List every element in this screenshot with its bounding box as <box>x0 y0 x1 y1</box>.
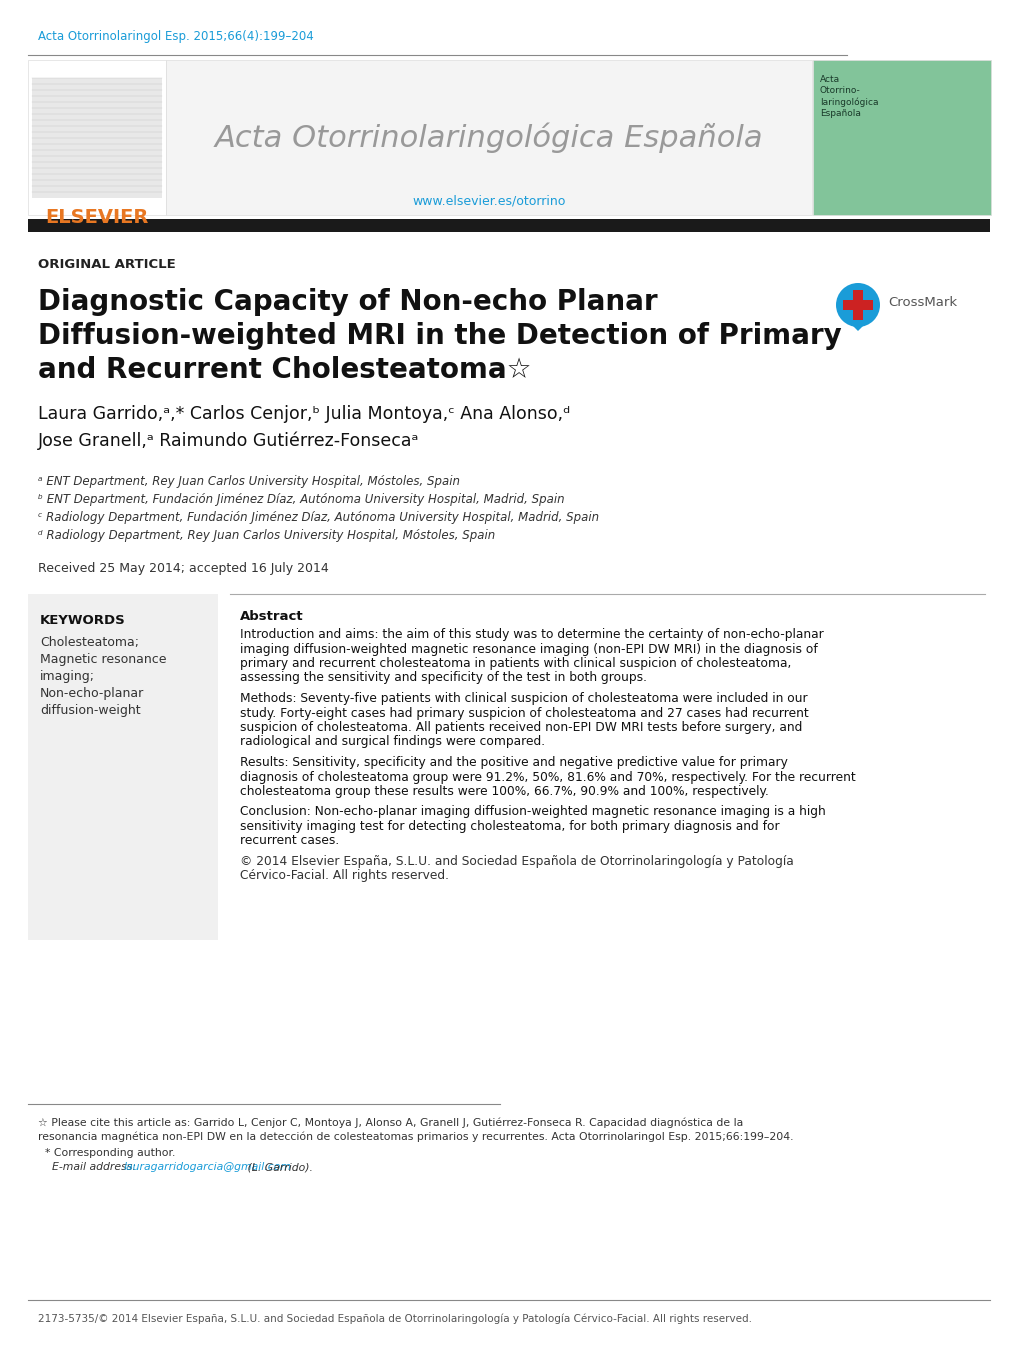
Text: Acta Otorrinolaringológica Española: Acta Otorrinolaringológica Española <box>214 123 762 153</box>
Text: 2173-5735/© 2014 Elsevier España, S.L.U. and Sociedad Española de Otorrinolaring: 2173-5735/© 2014 Elsevier España, S.L.U.… <box>38 1315 751 1324</box>
Text: study. Forty-eight cases had primary suspicion of cholesteatoma and 27 cases had: study. Forty-eight cases had primary sus… <box>239 707 808 720</box>
Text: lauragarridogarcia@gmail.com: lauragarridogarcia@gmail.com <box>124 1162 291 1173</box>
Text: Acta Otorrinolaringol Esp. 2015;66(4):199–204: Acta Otorrinolaringol Esp. 2015;66(4):19… <box>38 30 314 43</box>
Text: suspicion of cholesteatoma. All patients received non-EPI DW MRI tests before su: suspicion of cholesteatoma. All patients… <box>239 721 802 734</box>
Text: imaging diffusion-weighted magnetic resonance imaging (non-EPI DW MRI) in the di: imaging diffusion-weighted magnetic reso… <box>239 643 817 655</box>
Text: imaging;: imaging; <box>40 670 95 684</box>
Text: Jose Granell,ᵃ Raimundo Gutiérrez-Fonsecaᵃ: Jose Granell,ᵃ Raimundo Gutiérrez-Fonsec… <box>38 432 419 450</box>
Text: resonancia magnética non-EPI DW en la detección de colesteatomas primarios y rec: resonancia magnética non-EPI DW en la de… <box>38 1132 793 1143</box>
Text: Cérvico-Facial. All rights reserved.: Cérvico-Facial. All rights reserved. <box>239 870 448 882</box>
Text: Cholesteatoma;: Cholesteatoma; <box>40 636 139 648</box>
Text: ᵇ ENT Department, Fundación Jiménez Díaz, Autónoma University Hospital, Madrid, : ᵇ ENT Department, Fundación Jiménez Díaz… <box>38 493 565 507</box>
Text: Diffusion-weighted MRI in the Detection of Primary: Diffusion-weighted MRI in the Detection … <box>38 322 841 350</box>
Text: (L. Garrido).: (L. Garrido). <box>245 1162 313 1173</box>
Text: KEYWORDS: KEYWORDS <box>40 613 125 627</box>
Text: primary and recurrent cholesteatoma in patients with clinical suspicion of chole: primary and recurrent cholesteatoma in p… <box>239 657 791 670</box>
Bar <box>28 59 166 215</box>
Bar <box>842 300 872 309</box>
Text: © 2014 Elsevier España, S.L.U. and Sociedad Española de Otorrinolaringología y P: © 2014 Elsevier España, S.L.U. and Socie… <box>239 855 793 867</box>
Bar <box>852 290 862 320</box>
Bar <box>28 219 989 232</box>
Text: E-mail address:: E-mail address: <box>38 1162 140 1173</box>
Bar <box>32 78 162 199</box>
Text: Acta
Otorrino-
laringológica
Española: Acta Otorrino- laringológica Española <box>819 76 877 118</box>
Text: Abstract: Abstract <box>239 611 304 623</box>
Text: CrossMark: CrossMark <box>888 296 956 308</box>
Text: assessing the sensitivity and specificity of the test in both groups.: assessing the sensitivity and specificit… <box>239 671 646 685</box>
Text: ᵃ ENT Department, Rey Juan Carlos University Hospital, Móstoles, Spain: ᵃ ENT Department, Rey Juan Carlos Univer… <box>38 476 460 488</box>
Text: ORIGINAL ARTICLE: ORIGINAL ARTICLE <box>38 258 175 272</box>
Bar <box>28 594 218 940</box>
Text: www.elsevier.es/otorrino: www.elsevier.es/otorrino <box>412 195 566 208</box>
Text: * Corresponding author.: * Corresponding author. <box>38 1148 175 1158</box>
Text: Methods: Seventy-five patients with clinical suspicion of cholesteatoma were inc: Methods: Seventy-five patients with clin… <box>239 692 807 705</box>
Text: cholesteatoma group these results were 100%, 66.7%, 90.9% and 100%, respectively: cholesteatoma group these results were 1… <box>239 785 768 798</box>
Text: ᶜ Radiology Department, Fundación Jiménez Díaz, Autónoma University Hospital, Ma: ᶜ Radiology Department, Fundación Jiméne… <box>38 511 598 524</box>
Text: radiological and surgical findings were compared.: radiological and surgical findings were … <box>239 735 544 748</box>
Text: Received 25 May 2014; accepted 16 July 2014: Received 25 May 2014; accepted 16 July 2… <box>38 562 328 576</box>
Text: Introduction and aims: the aim of this study was to determine the certainty of n: Introduction and aims: the aim of this s… <box>239 628 823 640</box>
Text: sensitivity imaging test for detecting cholesteatoma, for both primary diagnosis: sensitivity imaging test for detecting c… <box>239 820 779 834</box>
Text: Non-echo-planar: Non-echo-planar <box>40 688 144 700</box>
Bar <box>166 59 811 215</box>
Text: diagnosis of cholesteatoma group were 91.2%, 50%, 81.6% and 70%, respectively. F: diagnosis of cholesteatoma group were 91… <box>239 770 855 784</box>
Text: Laura Garrido,ᵃ,* Carlos Cenjor,ᵇ Julia Montoya,ᶜ Ana Alonso,ᵈ: Laura Garrido,ᵃ,* Carlos Cenjor,ᵇ Julia … <box>38 405 570 423</box>
Text: Conclusion: Non-echo-planar imaging diffusion-weighted magnetic resonance imagin: Conclusion: Non-echo-planar imaging diff… <box>239 805 825 819</box>
Text: ELSEVIER: ELSEVIER <box>45 208 149 227</box>
Circle shape <box>836 282 879 327</box>
Bar <box>812 59 990 215</box>
Text: Diagnostic Capacity of Non-echo Planar: Diagnostic Capacity of Non-echo Planar <box>38 288 657 316</box>
Text: diffusion-weight: diffusion-weight <box>40 704 141 717</box>
Text: Results: Sensitivity, specificity and the positive and negative predictive value: Results: Sensitivity, specificity and th… <box>239 757 787 769</box>
Polygon shape <box>847 322 867 331</box>
Text: recurrent cases.: recurrent cases. <box>239 835 339 847</box>
Text: ☆ Please cite this article as: Garrido L, Cenjor C, Montoya J, Alonso A, Granell: ☆ Please cite this article as: Garrido L… <box>38 1119 743 1128</box>
Text: and Recurrent Cholesteatoma☆: and Recurrent Cholesteatoma☆ <box>38 357 531 384</box>
Text: ᵈ Radiology Department, Rey Juan Carlos University Hospital, Móstoles, Spain: ᵈ Radiology Department, Rey Juan Carlos … <box>38 530 495 542</box>
Text: Magnetic resonance: Magnetic resonance <box>40 653 166 666</box>
